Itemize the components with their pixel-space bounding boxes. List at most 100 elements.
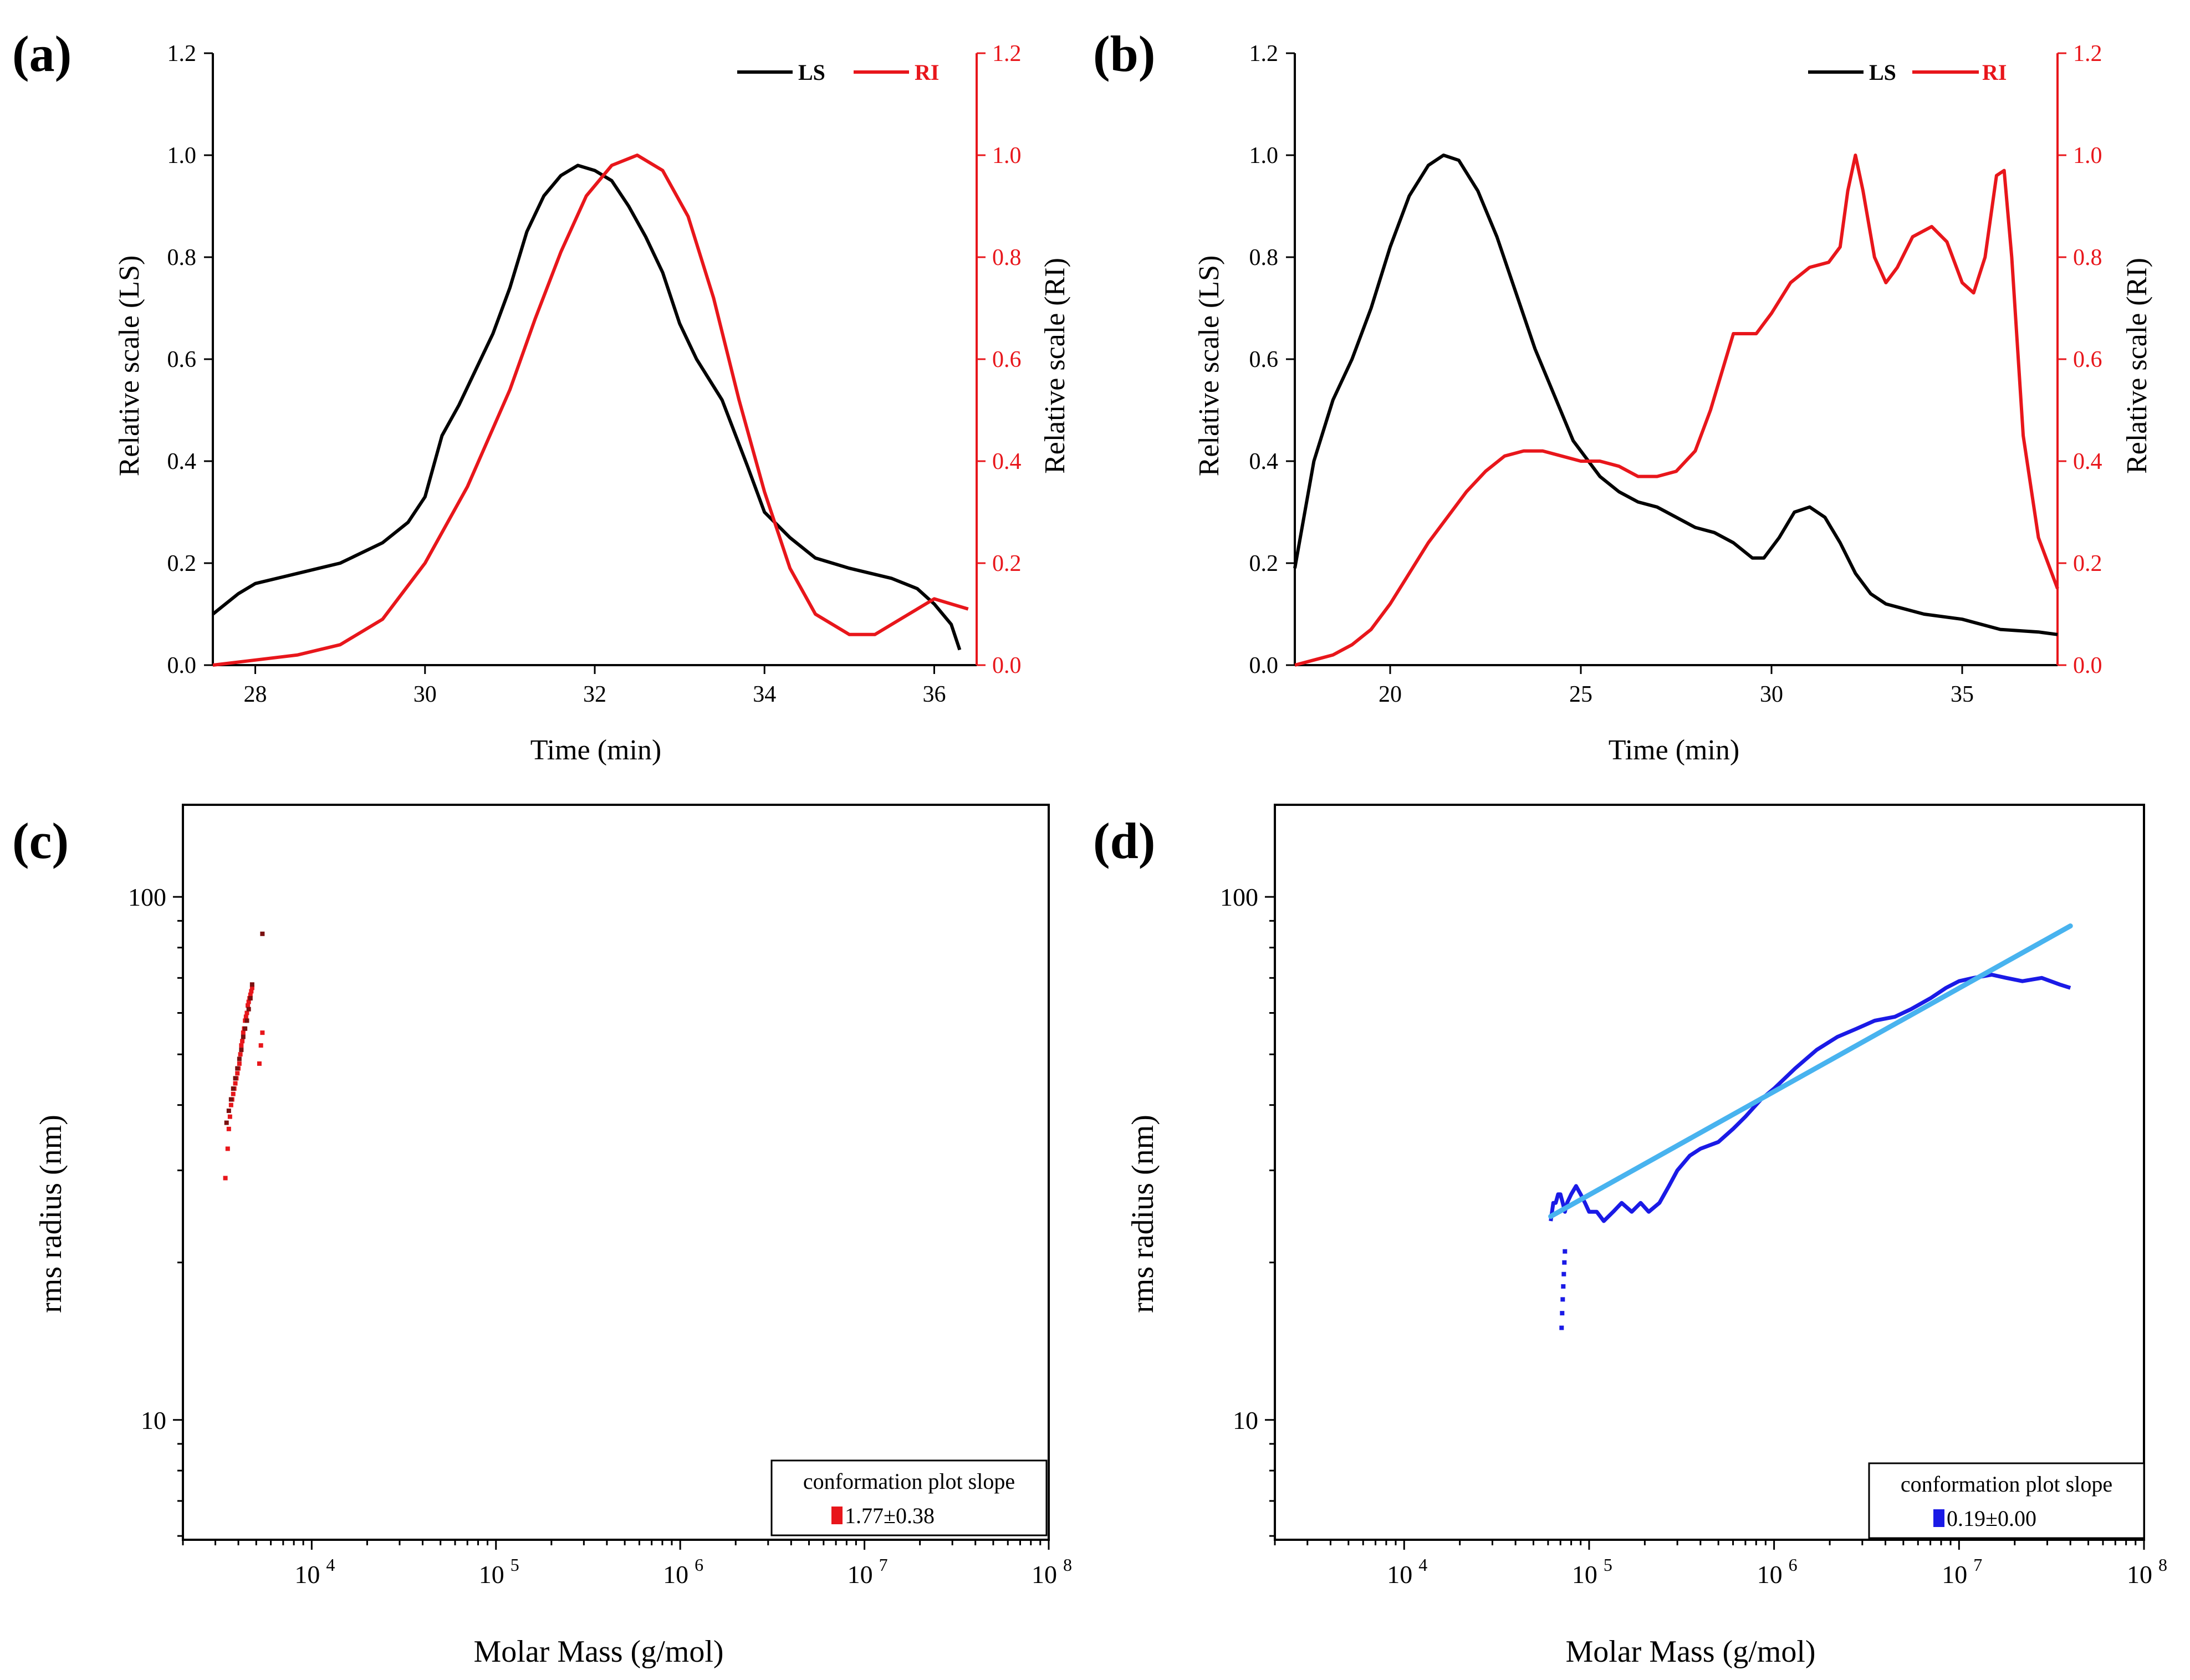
panel-c-data-point xyxy=(223,1176,228,1181)
panel-b-y-ticks: 0.0 0.2 0.4 0.6 0.8 1.0 1.2 xyxy=(1249,41,1295,678)
panel-b-y2-tick-label: 1.0 xyxy=(2073,143,2102,168)
panel-d-x-tick-exponent: 6 xyxy=(1789,1555,1798,1575)
panel-c-data-point xyxy=(228,1102,233,1107)
panel-c-data-point xyxy=(248,992,253,997)
panel-c-label: (c) xyxy=(12,813,69,869)
panel-c-data-point xyxy=(226,1126,231,1131)
panel-a-y2-tick-label: 1.2 xyxy=(992,41,1022,67)
panel-c-x-tick-exponent: 7 xyxy=(879,1555,888,1575)
panel-b-x-tick-label: 25 xyxy=(1569,682,1592,707)
panel-a-x-tick-label: 34 xyxy=(753,682,776,707)
panel-a-y2-tick-label: 0.2 xyxy=(992,551,1022,576)
panel-c-data-point xyxy=(228,1097,233,1102)
panel-b-x-tick-label: 30 xyxy=(1760,682,1783,707)
panel-c-legend-entry: 1.77±0.38 xyxy=(845,1503,935,1528)
panel-a-series-ri-line xyxy=(212,154,969,667)
panel-c-data-point xyxy=(246,1003,251,1008)
panel-d-legend-box xyxy=(1868,1462,2145,1539)
panel-d-data-point xyxy=(1563,1249,1568,1254)
panel-b-x-ticks: 20 25 30 35 xyxy=(1379,665,1974,707)
panel-b-y-tick-label: 0.2 xyxy=(1249,551,1279,576)
panel-b-y-axis-title: Relative scale (LS) xyxy=(1193,256,1225,477)
panel-d-data-trace xyxy=(1549,973,2071,1223)
panel-c-data-point xyxy=(225,1146,230,1151)
panel-b-legend-ls-label: LS xyxy=(1869,60,1896,85)
panel-d-x-tick-exponent: 7 xyxy=(1973,1555,1982,1575)
panel-c-data-point xyxy=(233,1076,238,1081)
panel-d-y-axis-title: rms radius (nm) xyxy=(1126,1115,1160,1313)
panel-d-x-tick-exponent: 4 xyxy=(1418,1555,1427,1575)
panel-c-y-tick-label: 100 xyxy=(128,883,166,911)
panel-c-data-point xyxy=(246,1007,251,1012)
panel-a-y2-tick-label: 0.6 xyxy=(992,347,1022,372)
panel-b-y-tick-label: 0.8 xyxy=(1249,245,1279,270)
panel-a-y2-axis-title: Relative scale (RI) xyxy=(1039,258,1071,474)
panel-c-legend-title: conformation plot slope xyxy=(803,1469,1015,1494)
panel-c-data-point xyxy=(243,1014,248,1019)
panel-d-x-axis-title: Molar Mass (g/mol) xyxy=(1565,1635,1815,1669)
panel-d-data-point xyxy=(1560,1297,1565,1302)
panel-c-x-tick-exponent: 4 xyxy=(326,1555,335,1575)
panel-a-y2-tick-label: 0.8 xyxy=(992,245,1022,270)
panel-b-y-tick-label: 0.0 xyxy=(1249,653,1279,678)
panel-a-y2-ticks: 0.0 0.2 0.4 0.6 0.8 1.0 1.2 xyxy=(977,41,1022,678)
panel-a-series-ls-line xyxy=(212,164,962,651)
panel-b-y2-tick-label: 0.4 xyxy=(2073,449,2102,474)
panel-a-y-tick-label: 1.2 xyxy=(167,41,197,67)
panel-d-y-ticks: 10 100 xyxy=(1220,883,1275,1537)
panel-d-fit-line xyxy=(1548,923,2073,1219)
panel-b-x-axis-title: Time (min) xyxy=(1609,734,1739,766)
panel-b-x-tick-label: 35 xyxy=(1951,682,1974,707)
panel-b-y-tick-label: 1.2 xyxy=(1249,41,1279,67)
panel-c-data-point xyxy=(244,1010,249,1015)
panel-d-data-point xyxy=(1560,1311,1565,1316)
panel-c-data-point xyxy=(244,1018,249,1023)
panel-d-x-tick-exponent: 5 xyxy=(1604,1555,1612,1575)
panel-c-data-point xyxy=(238,1052,243,1057)
panel-c-x-tick-exponent: 5 xyxy=(511,1555,519,1575)
panel-a-x-tick-label: 30 xyxy=(414,682,437,707)
panel-c-data-point xyxy=(231,1091,236,1096)
panel-b-y2-tick-label: 1.2 xyxy=(2073,41,2102,67)
panel-d-y-tick-label: 10 xyxy=(1233,1406,1258,1434)
panel-c-data-point xyxy=(249,982,254,987)
panel-d-x-tick-label: 10 xyxy=(1942,1560,1967,1589)
panel-a-y-axis-title: Relative scale (LS) xyxy=(114,256,145,477)
panel-c-data-point xyxy=(233,1081,238,1086)
panel-b-series-ls-line xyxy=(1293,154,2058,636)
panel-c-x-tick-label: 10 xyxy=(1032,1560,1057,1589)
panel-a-y-tick-label: 1.0 xyxy=(167,143,197,168)
panel-c-data-point xyxy=(237,1061,242,1066)
panel-c-x-tick-label: 10 xyxy=(848,1560,873,1589)
panel-b-y2-tick-label: 0.6 xyxy=(2073,347,2102,372)
panel-d-plot-area xyxy=(1274,804,2145,1541)
panel-a-legend-ri-label: RI xyxy=(915,60,939,85)
panel-a-y-tick-label: 0.2 xyxy=(167,551,197,576)
panel-d-x-tick-exponent: 8 xyxy=(2158,1555,2167,1575)
panel-d-y-tick-label: 100 xyxy=(1220,883,1258,911)
panel-c-data-point xyxy=(239,1043,244,1048)
panel-c-x-tick-label: 10 xyxy=(294,1560,320,1589)
panel-a-legend-ls-label: LS xyxy=(798,60,825,85)
panel-b: (b) 20 25 30 35 0.00.20.40.60.81.01.2 0.00.… xyxy=(1093,25,2153,766)
panel-d-x-tick-label: 10 xyxy=(2127,1560,2152,1589)
panel-c-legend-box xyxy=(770,1459,1048,1536)
panel-d-x-tick-label: 10 xyxy=(1387,1560,1412,1589)
panel-d-data-point xyxy=(1561,1284,1566,1289)
panel-b-y2-axis-title: Relative scale (RI) xyxy=(2121,258,2153,474)
panel-c-data-point xyxy=(241,1034,246,1039)
panel-c-data-point xyxy=(231,1086,236,1091)
panel-c-data-point xyxy=(224,1120,229,1125)
panel-c-y-ticks: 10 100 xyxy=(128,883,183,1537)
panel-c-data-point xyxy=(246,999,251,1004)
panel-a-y-tick-label: 0.8 xyxy=(167,245,197,270)
panel-c-data-point xyxy=(249,989,254,994)
panel-a-y-ticks: 0.0 0.2 0.4 0.6 0.8 1.0 1.2 xyxy=(167,41,213,678)
panel-d-data-point xyxy=(1561,1272,1566,1276)
panel-d-data-point xyxy=(1562,1260,1567,1265)
panel-d-frame xyxy=(1274,804,2145,1541)
panel-a: (a) 28 30 32 34 36 0.0 0.2 0.4 0.6 0.8 1.0 1.2 0.0… xyxy=(12,25,1071,766)
panel-b-series-ri-line xyxy=(1294,154,2059,667)
panel-c-data-point xyxy=(258,1043,263,1048)
panel-a-y2-tick-label: 0.0 xyxy=(992,653,1022,678)
